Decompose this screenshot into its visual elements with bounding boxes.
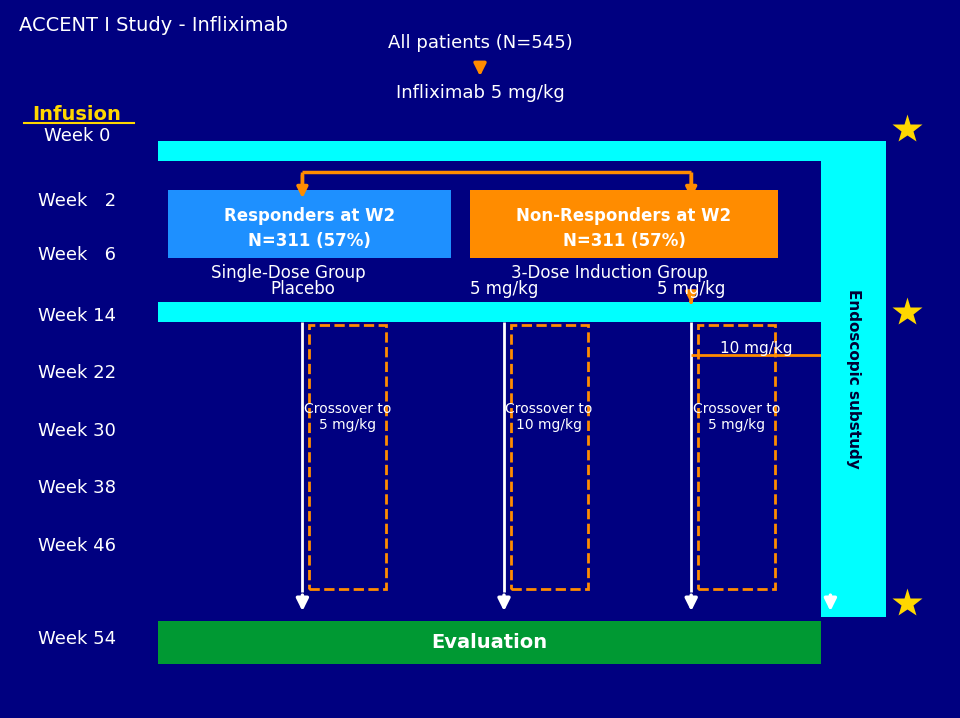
Text: 10 mg/kg: 10 mg/kg bbox=[720, 341, 793, 355]
Text: Crossover to: Crossover to bbox=[505, 402, 593, 416]
Text: Week 54: Week 54 bbox=[37, 630, 116, 648]
Text: Evaluation: Evaluation bbox=[432, 633, 547, 652]
Text: Responders at W2: Responders at W2 bbox=[224, 208, 396, 225]
FancyBboxPatch shape bbox=[168, 190, 451, 258]
Text: Infusion: Infusion bbox=[33, 106, 121, 124]
Text: Week 38: Week 38 bbox=[37, 479, 116, 498]
Text: Week 22: Week 22 bbox=[37, 364, 116, 383]
FancyBboxPatch shape bbox=[158, 621, 821, 664]
Text: Week 14: Week 14 bbox=[37, 307, 116, 325]
FancyBboxPatch shape bbox=[158, 141, 830, 161]
Text: Single-Dose Group: Single-Dose Group bbox=[210, 264, 366, 282]
Text: 3-Dose Induction Group: 3-Dose Induction Group bbox=[512, 264, 708, 282]
Text: ACCENT I Study - Infliximab: ACCENT I Study - Infliximab bbox=[19, 16, 288, 34]
Text: All patients (N=545): All patients (N=545) bbox=[388, 34, 572, 52]
Text: 10 mg/kg: 10 mg/kg bbox=[516, 418, 582, 432]
Text: 5 mg/kg: 5 mg/kg bbox=[319, 418, 376, 432]
Text: Week 30: Week 30 bbox=[37, 421, 116, 440]
Text: Placebo: Placebo bbox=[270, 280, 335, 299]
Text: Non-Responders at W2: Non-Responders at W2 bbox=[516, 208, 732, 225]
FancyBboxPatch shape bbox=[470, 190, 778, 258]
Text: 5 mg/kg: 5 mg/kg bbox=[708, 418, 765, 432]
Text: Crossover to: Crossover to bbox=[303, 402, 392, 416]
Text: Week 46: Week 46 bbox=[37, 536, 116, 555]
Text: Infliximab 5 mg/kg: Infliximab 5 mg/kg bbox=[396, 84, 564, 103]
Text: Week   6: Week 6 bbox=[37, 246, 116, 264]
Text: N=311 (57%): N=311 (57%) bbox=[249, 233, 371, 251]
Text: 5 mg/kg: 5 mg/kg bbox=[469, 280, 539, 299]
FancyBboxPatch shape bbox=[821, 141, 886, 617]
Text: Week 0: Week 0 bbox=[43, 127, 110, 146]
Text: Week   2: Week 2 bbox=[37, 192, 116, 210]
Text: 5 mg/kg: 5 mg/kg bbox=[657, 280, 726, 299]
FancyBboxPatch shape bbox=[158, 302, 830, 322]
Text: Endoscopic substudy: Endoscopic substudy bbox=[846, 289, 861, 469]
Text: Crossover to: Crossover to bbox=[692, 402, 780, 416]
Text: N=311 (57%): N=311 (57%) bbox=[563, 233, 685, 251]
